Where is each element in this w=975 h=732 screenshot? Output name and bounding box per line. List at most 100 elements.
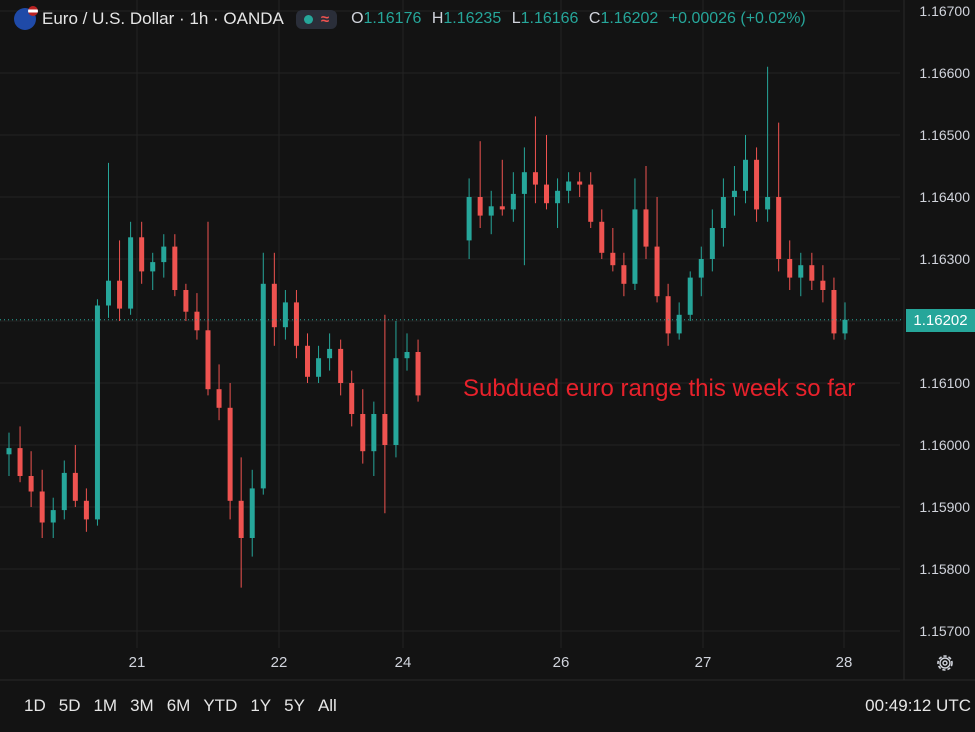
candle-body [72,472,78,501]
candle-body [94,305,100,520]
candle-body [371,414,377,452]
utc-clock[interactable]: 00:49:12 UTC [865,696,971,715]
range-ytd-button[interactable]: YTD [203,696,238,715]
candle-body [271,283,277,328]
candle-body [6,448,12,455]
candle-body [316,358,322,377]
candle-body [566,181,572,191]
candle-body [216,389,222,408]
candle-body [798,265,804,278]
candle-body [532,172,538,185]
candle-body [39,491,45,523]
candle-body [205,330,211,390]
y-tick-label: 1.16400 [919,189,970,205]
candle-body [842,319,848,334]
y-tick-label: 1.15700 [919,623,970,639]
candle-body [510,193,516,210]
candle-body [831,290,837,334]
gear-icon[interactable] [935,653,955,673]
range-6m-button[interactable]: 6M [166,696,191,715]
time-axis[interactable]: 21 22 24 26 27 28 [129,654,853,671]
candle-body [293,302,299,346]
candle-body [720,197,726,228]
x-tick-label: 27 [695,654,712,671]
range-1d-button[interactable]: 1D [24,696,46,715]
candle-body [765,197,771,210]
range-5d-button[interactable]: 5D [58,696,81,715]
candle-body [260,283,266,489]
candle-body [305,345,310,377]
candle-body [128,237,134,309]
candlestick-series [6,66,848,588]
candle-body [161,246,167,263]
candle-body [577,181,583,185]
candle-body [106,280,111,306]
candle-body [665,296,671,334]
candle-body [28,476,34,492]
candle-body [50,510,56,523]
x-tick-label: 26 [553,654,570,671]
indicator-toggle[interactable]: ≈ [295,9,338,29]
candle-body [338,348,344,383]
candle-body [282,302,288,328]
candle-body [139,237,145,272]
range-1y-button[interactable]: 1Y [250,696,272,715]
candle-body [709,228,715,259]
status-dot-icon [303,14,313,24]
open-value: 1.16176 [363,10,422,27]
candle-body [393,358,399,445]
candle-body [820,280,826,290]
candle-body [466,197,472,241]
symbol-title[interactable]: Euro / U.S. Dollar · 1h · OANDA [42,9,284,28]
candle-body [249,488,255,538]
close-key: C [588,10,601,27]
candle-body [61,472,67,511]
last-price-tag: 1.16202 [906,309,975,332]
chart-grid [0,0,975,681]
price-axis[interactable]: 1.167001.166001.165001.164001.163001.162… [919,3,970,639]
candle-body [415,352,421,396]
candle-body [743,159,748,191]
candle-body [610,252,616,266]
candle-body [521,172,527,194]
candle-body [227,407,233,501]
y-tick-label: 1.16100 [919,375,970,391]
y-tick-label: 1.16500 [919,127,970,143]
y-tick-label: 1.15800 [919,561,970,577]
candle-body [194,311,200,331]
candle-body [698,259,704,278]
candle-body [499,206,505,210]
candle-body [360,414,366,452]
ohlc-values: O1.16176 H1.16235 L1.16166 C1.16202 +0.0… [351,10,812,28]
candle-body [238,500,244,538]
high-value: 1.16235 [443,10,502,27]
candle-body [477,197,483,216]
chart-legend: Euro / U.S. Dollar · 1h · OANDA ≈ O1.161… [14,6,812,32]
candle-body [404,352,410,359]
candle-body [687,277,693,315]
candle-body [599,221,605,253]
eurusd-flag-icon [14,6,38,30]
candle-body [382,414,388,445]
candle-body [17,448,23,476]
y-tick-label: 1.16700 [919,3,970,19]
candle-body [676,314,682,334]
range-1m-button[interactable]: 1M [93,696,118,715]
candle-body [555,190,561,204]
change-value: +0.00026 (+0.02%) [668,10,806,27]
y-tick-label: 1.16300 [919,251,970,267]
x-tick-label: 24 [395,654,412,671]
y-tick-label: 1.15900 [919,499,970,515]
candle-body [327,348,333,359]
range-all-button[interactable]: All [317,696,337,715]
candle-body [183,290,189,312]
y-tick-label: 1.16000 [919,437,970,453]
range-5y-button[interactable]: 5Y [284,696,305,715]
candle-body [787,259,793,278]
candle-body [632,209,638,284]
candle-body [150,262,156,272]
open-key: O [351,10,364,27]
range-3m-button[interactable]: 3M [130,696,154,715]
y-tick-label: 1.16600 [919,65,970,81]
